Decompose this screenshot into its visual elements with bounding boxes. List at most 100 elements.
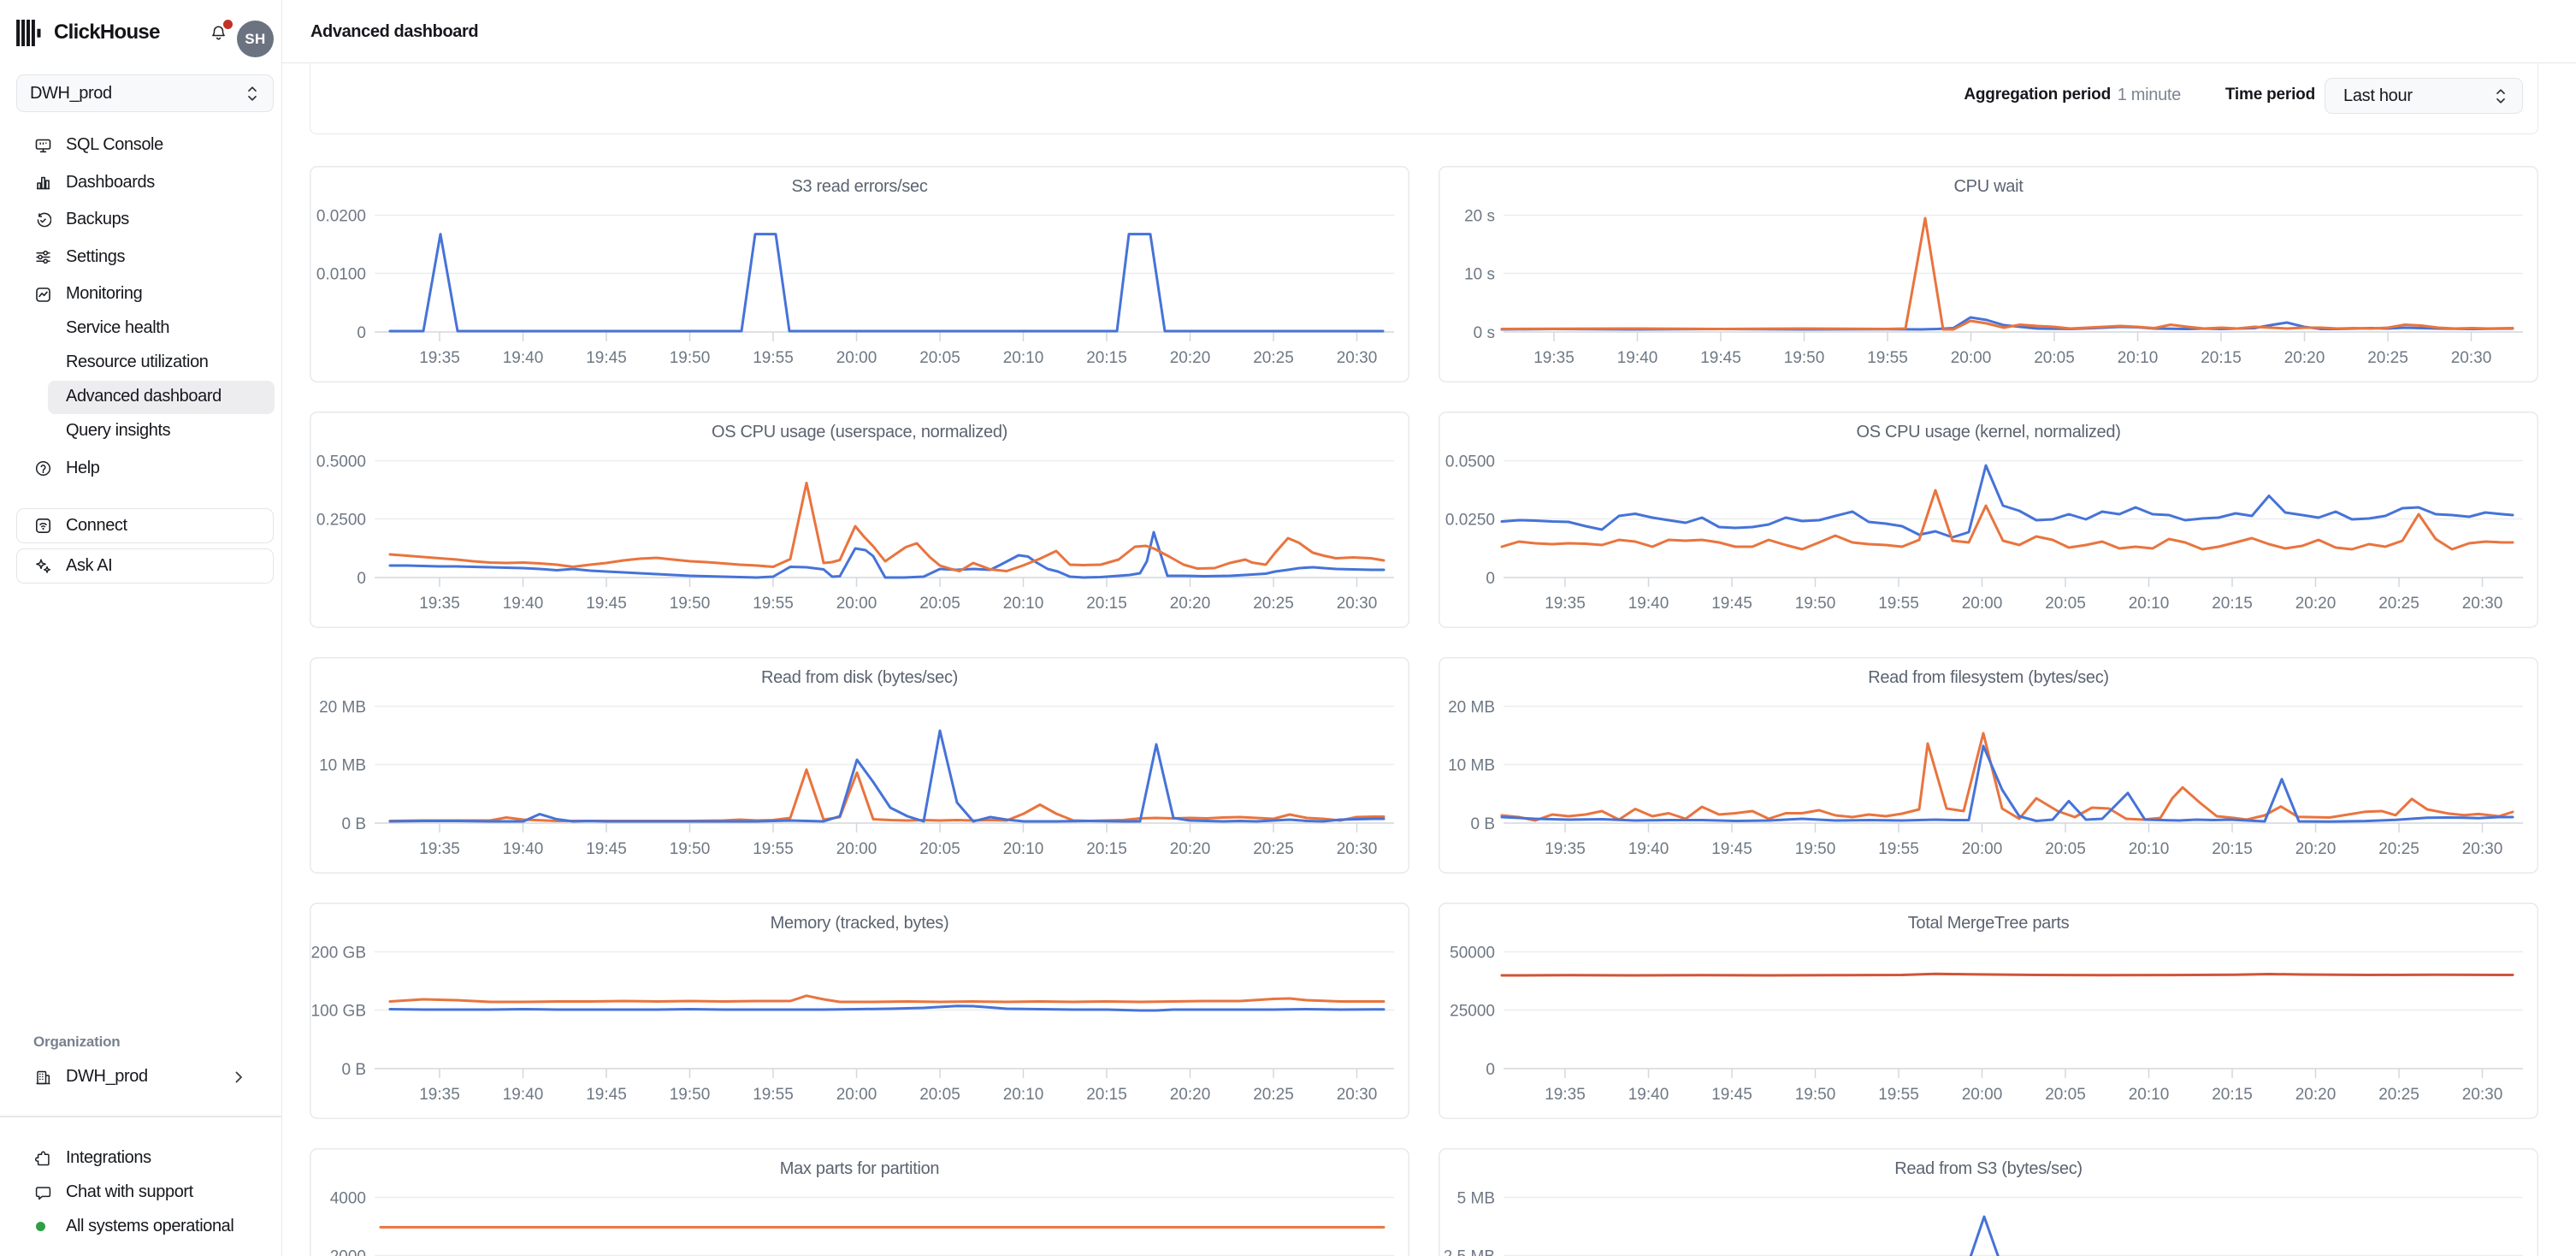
svg-text:20:05: 20:05 <box>919 595 960 613</box>
svg-text:19:45: 19:45 <box>1700 349 1741 367</box>
svg-text:20:00: 20:00 <box>1962 840 2003 858</box>
svg-text:CPU wait: CPU wait <box>1954 177 2024 196</box>
svg-text:19:45: 19:45 <box>1711 1086 1752 1104</box>
svg-text:20:15: 20:15 <box>2212 1086 2253 1104</box>
svg-text:20:25: 20:25 <box>2378 1086 2419 1104</box>
svg-text:20:25: 20:25 <box>1253 1086 1294 1104</box>
svg-text:20 s: 20 s <box>1464 208 1495 226</box>
svg-text:0.5000: 0.5000 <box>316 453 366 471</box>
svg-text:19:45: 19:45 <box>1711 840 1752 858</box>
svg-text:OS CPU usage (kernel, normaliz: OS CPU usage (kernel, normalized) <box>1856 423 2120 441</box>
svg-text:20:10: 20:10 <box>2129 840 2170 858</box>
svg-text:20:20: 20:20 <box>1170 349 1211 367</box>
svg-text:0 s: 0 s <box>1474 324 1495 342</box>
svg-text:19:50: 19:50 <box>670 595 711 613</box>
svg-text:0: 0 <box>357 570 366 588</box>
svg-text:19:45: 19:45 <box>586 840 627 858</box>
svg-text:20:20: 20:20 <box>2295 1086 2337 1104</box>
svg-text:50000: 50000 <box>1450 945 1495 963</box>
svg-text:19:55: 19:55 <box>1878 1086 1919 1104</box>
svg-text:19:35: 19:35 <box>419 840 460 858</box>
svg-text:19:40: 19:40 <box>503 595 544 613</box>
svg-text:Total MergeTree parts: Total MergeTree parts <box>1908 914 2070 933</box>
svg-text:20:15: 20:15 <box>2212 595 2253 613</box>
svg-text:19:35: 19:35 <box>1545 840 1586 858</box>
svg-text:20:05: 20:05 <box>919 840 960 858</box>
svg-text:10 MB: 10 MB <box>319 757 366 775</box>
svg-text:Read from filesystem (bytes/se: Read from filesystem (bytes/sec) <box>1868 668 2109 687</box>
svg-text:0.2500: 0.2500 <box>316 512 366 530</box>
svg-text:Read from S3 (bytes/sec): Read from S3 (bytes/sec) <box>1894 1159 2083 1178</box>
svg-text:19:35: 19:35 <box>419 349 460 367</box>
svg-text:20:05: 20:05 <box>2034 349 2075 367</box>
svg-text:0.0250: 0.0250 <box>1445 512 1495 530</box>
svg-text:20:25: 20:25 <box>2367 349 2408 367</box>
svg-text:19:35: 19:35 <box>1545 595 1586 613</box>
svg-text:20:10: 20:10 <box>1003 1086 1044 1104</box>
svg-text:19:40: 19:40 <box>1628 1086 1669 1104</box>
svg-text:19:45: 19:45 <box>586 349 627 367</box>
svg-text:20:00: 20:00 <box>836 1086 877 1104</box>
svg-text:19:50: 19:50 <box>670 840 711 858</box>
svg-text:19:55: 19:55 <box>753 349 794 367</box>
svg-text:0: 0 <box>357 324 366 342</box>
svg-text:0 B: 0 B <box>341 815 366 833</box>
svg-text:0.0500: 0.0500 <box>1445 453 1495 471</box>
svg-text:20:20: 20:20 <box>2295 840 2337 858</box>
svg-text:20:20: 20:20 <box>1170 840 1211 858</box>
svg-text:20:15: 20:15 <box>2201 349 2242 367</box>
svg-text:0: 0 <box>1486 1061 1495 1079</box>
svg-text:19:55: 19:55 <box>1878 840 1919 858</box>
svg-text:19:40: 19:40 <box>503 349 544 367</box>
svg-text:19:55: 19:55 <box>1867 349 1908 367</box>
svg-text:0 B: 0 B <box>1470 815 1495 833</box>
svg-text:19:50: 19:50 <box>1795 840 1836 858</box>
svg-text:20:00: 20:00 <box>836 595 877 613</box>
svg-text:20:20: 20:20 <box>2295 595 2337 613</box>
svg-text:20:20: 20:20 <box>2284 349 2325 367</box>
svg-text:19:50: 19:50 <box>670 349 711 367</box>
svg-text:19:40: 19:40 <box>503 1086 544 1104</box>
svg-text:20:30: 20:30 <box>2462 1086 2503 1104</box>
svg-text:20:15: 20:15 <box>1086 1086 1127 1104</box>
svg-text:20:30: 20:30 <box>2462 840 2503 858</box>
svg-text:19:45: 19:45 <box>1711 595 1752 613</box>
svg-text:19:50: 19:50 <box>670 1086 711 1104</box>
svg-text:4000: 4000 <box>330 1190 366 1208</box>
svg-text:20:10: 20:10 <box>2129 1086 2170 1104</box>
svg-text:19:40: 19:40 <box>1628 840 1669 858</box>
svg-text:Read from disk (bytes/sec): Read from disk (bytes/sec) <box>761 668 958 687</box>
svg-text:20 MB: 20 MB <box>1448 699 1495 717</box>
svg-text:20:20: 20:20 <box>1170 1086 1211 1104</box>
svg-text:20:10: 20:10 <box>1003 840 1044 858</box>
svg-text:S3 read errors/sec: S3 read errors/sec <box>791 177 927 196</box>
svg-text:19:50: 19:50 <box>1784 349 1825 367</box>
svg-text:19:35: 19:35 <box>1533 349 1575 367</box>
svg-text:20:05: 20:05 <box>2045 840 2086 858</box>
svg-text:20:20: 20:20 <box>1170 595 1211 613</box>
svg-text:5 MB: 5 MB <box>1457 1190 1495 1208</box>
svg-text:10 s: 10 s <box>1464 266 1495 284</box>
svg-text:20:30: 20:30 <box>1337 349 1378 367</box>
svg-text:19:40: 19:40 <box>1628 595 1669 613</box>
svg-text:20:00: 20:00 <box>1951 349 1992 367</box>
svg-text:20:25: 20:25 <box>1253 595 1294 613</box>
svg-text:20:15: 20:15 <box>2212 840 2253 858</box>
svg-text:20:25: 20:25 <box>1253 840 1294 858</box>
svg-text:20:00: 20:00 <box>1962 595 2003 613</box>
svg-text:19:45: 19:45 <box>586 1086 627 1104</box>
svg-text:20:05: 20:05 <box>2045 1086 2086 1104</box>
svg-text:19:40: 19:40 <box>1617 349 1658 367</box>
svg-text:25000: 25000 <box>1450 1003 1495 1021</box>
svg-text:19:40: 19:40 <box>503 840 544 858</box>
svg-text:20:30: 20:30 <box>1337 595 1378 613</box>
svg-text:20:10: 20:10 <box>2118 349 2159 367</box>
svg-text:20:00: 20:00 <box>836 349 877 367</box>
svg-text:20:00: 20:00 <box>1962 1086 2003 1104</box>
svg-text:19:50: 19:50 <box>1795 1086 1836 1104</box>
svg-text:20:30: 20:30 <box>2451 349 2492 367</box>
svg-text:20:15: 20:15 <box>1086 840 1127 858</box>
svg-text:19:55: 19:55 <box>753 1086 794 1104</box>
svg-text:20 MB: 20 MB <box>319 699 366 717</box>
